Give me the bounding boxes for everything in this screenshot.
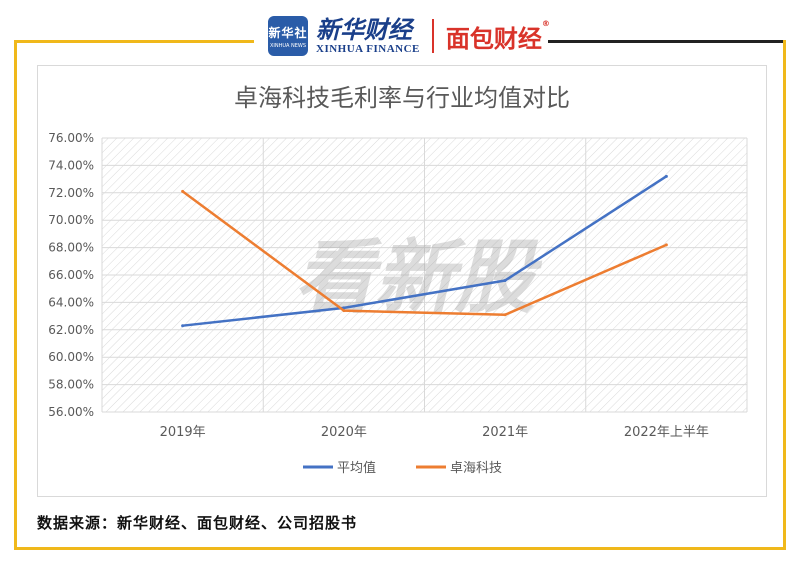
y-tick-label: 72.00%	[48, 186, 94, 200]
series-line-1	[181, 190, 667, 316]
data-point	[181, 324, 185, 328]
legend-label: 平均值	[337, 460, 376, 476]
data-point	[181, 189, 185, 193]
data-point	[503, 278, 507, 282]
y-tick-label: 68.00%	[48, 241, 94, 255]
y-tick-label: 62.00%	[48, 323, 94, 337]
y-tick-label: 56.00%	[48, 405, 94, 419]
xinhua-finance-cn: 新华财经	[316, 15, 412, 44]
data-point	[664, 243, 668, 247]
y-tick-label: 66.00%	[48, 268, 94, 282]
data-source-note: 数据来源：新华财经、面包财经、公司招股书	[37, 514, 358, 532]
data-point	[342, 309, 346, 313]
x-tick-label: 2019年	[160, 425, 206, 440]
logo-divider	[431, 19, 434, 53]
x-tick-label: 2020年	[321, 425, 367, 440]
series-line-0	[182, 175, 668, 327]
legend-label: 卓海科技	[450, 461, 502, 476]
x-tick-label: 2021年	[482, 425, 528, 440]
frame-top-left-border	[14, 40, 254, 43]
mianbao-finance-logo: 面包财经 ®	[445, 19, 550, 54]
data-point	[503, 313, 507, 317]
mianbao-text: 面包财经	[445, 24, 542, 53]
y-tick-label: 70.00%	[48, 213, 94, 227]
xinhua-badge-en: XINHUA NEWS	[269, 42, 307, 49]
y-tick-label: 74.00%	[48, 158, 94, 172]
frame-bottom-border	[14, 547, 786, 550]
y-tick-label: 58.00%	[48, 378, 94, 392]
header-logos: 新华社 XINHUA NEWS 新华财经 XINHUA FINANCE 面包财经…	[262, 12, 550, 60]
xinhua-finance-en: XINHUA FINANCE	[316, 43, 420, 55]
frame-right-border	[783, 40, 786, 550]
frame-top-right-border	[548, 40, 786, 43]
xinhua-badge-cn: 新华社	[268, 25, 308, 40]
y-tick-label: 76.00%	[48, 131, 94, 145]
data-point	[664, 174, 668, 178]
y-tick-label: 64.00%	[48, 295, 94, 309]
y-tick-label: 60.00%	[48, 350, 94, 364]
x-tick-label: 2022年上半年	[624, 425, 709, 440]
xinhua-news-logo: 新华社 XINHUA NEWS	[268, 16, 308, 56]
registered-mark: ®	[541, 18, 550, 28]
chart-title: 卓海科技毛利率与行业均值对比	[234, 84, 570, 112]
frame-left-border	[14, 40, 17, 550]
xinhua-finance-logo: 新华财经 XINHUA FINANCE	[316, 15, 420, 56]
